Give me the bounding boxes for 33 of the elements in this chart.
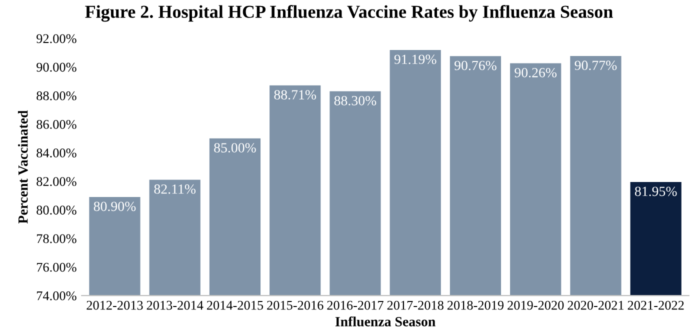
- data-label: 82.11%: [154, 184, 196, 194]
- data-label: 88.30%: [334, 96, 376, 106]
- y-axis-title: Percent Vaccinated: [18, 110, 28, 224]
- data-label: 90.77%: [574, 60, 617, 70]
- y-tick-label: 88.00%: [36, 91, 76, 100]
- x-tick-label: 2021-2022: [628, 300, 684, 310]
- y-tick-label: 76.00%: [36, 262, 76, 272]
- x-tick-label: 2019-2020: [508, 300, 564, 310]
- x-tick-label: 2013-2014: [146, 300, 204, 310]
- data-label: 81.95%: [634, 186, 677, 196]
- x-tick-label: 2015-2016: [267, 300, 324, 310]
- y-tick-label: 80.00%: [36, 206, 76, 215]
- y-tick-label: 84.00%: [36, 148, 76, 158]
- y-tick-label: 74.00%: [36, 291, 76, 300]
- y-tick-label: 86.00%: [36, 120, 76, 129]
- data-label: 80.90%: [94, 202, 136, 212]
- y-tick-label: 90.00%: [36, 62, 76, 72]
- x-tick-label: 2014-2015: [206, 300, 264, 310]
- y-tick-label: 78.00%: [36, 234, 76, 244]
- data-label: 90.76%: [454, 60, 496, 70]
- data-label: 90.26%: [514, 68, 557, 78]
- x-tick-label: 2020-2021: [568, 300, 624, 310]
- x-tick-label: 2012-2013: [86, 300, 143, 310]
- data-label: 88.71%: [274, 90, 316, 100]
- x-axis-title: Influenza Season: [335, 316, 436, 326]
- chart-title: Figure 2. Hospital HCP Influenza Vaccine Rates by Influenza Season: [85, 5, 613, 22]
- y-tick-label: 82.00%: [36, 177, 76, 186]
- data-label: 91.19%: [394, 54, 436, 64]
- data-label: 85.00%: [214, 143, 256, 153]
- x-tick-label: 2017-2018: [387, 300, 444, 310]
- y-tick-label: 92.00%: [36, 34, 76, 44]
- x-tick-label: 2018-2019: [447, 300, 504, 310]
- x-tick-label: 2016-2017: [327, 300, 384, 310]
